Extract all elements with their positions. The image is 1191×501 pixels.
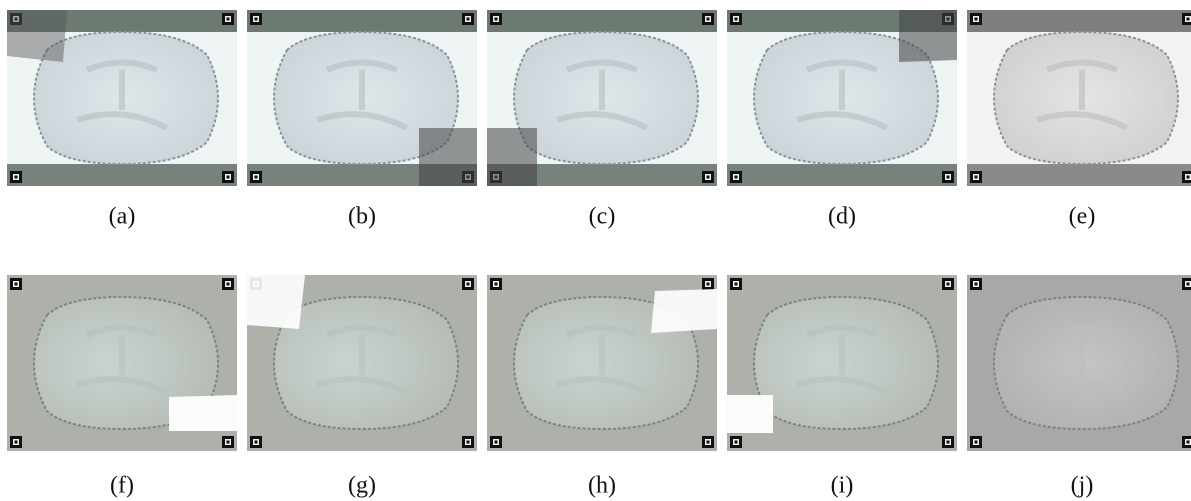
panel-image xyxy=(247,275,477,451)
bottom-band xyxy=(967,164,1191,186)
face xyxy=(513,30,699,166)
marker-core xyxy=(466,282,470,286)
face xyxy=(33,30,219,166)
top-band xyxy=(247,10,477,32)
marker-core xyxy=(466,440,470,444)
top-band xyxy=(487,10,717,32)
top-band xyxy=(7,10,237,32)
marker-core xyxy=(1186,282,1190,286)
face xyxy=(993,30,1179,166)
marker-core xyxy=(1186,175,1190,179)
marker-core xyxy=(734,282,738,286)
marker-core xyxy=(226,282,230,286)
face-feature xyxy=(796,59,889,131)
bottom-band xyxy=(7,164,237,186)
caption: (j) xyxy=(1071,473,1094,499)
panel-image xyxy=(7,10,237,186)
face xyxy=(753,30,939,166)
marker-core xyxy=(706,175,710,179)
marker-core xyxy=(254,175,258,179)
caption: (g) xyxy=(348,473,376,499)
face-feature xyxy=(76,324,169,396)
marker-core xyxy=(14,282,18,286)
panel-image xyxy=(727,275,957,451)
marker-core xyxy=(1186,440,1190,444)
caption: (i) xyxy=(831,473,854,499)
overlay-patch xyxy=(419,128,477,186)
face xyxy=(993,295,1179,431)
marker-core xyxy=(706,17,710,21)
marker-core xyxy=(946,282,950,286)
face-feature xyxy=(796,324,889,396)
marker-core xyxy=(946,175,950,179)
face-feature xyxy=(316,324,409,396)
overlay-patch xyxy=(727,395,773,433)
marker-core xyxy=(706,282,710,286)
overlay-patch xyxy=(487,128,537,186)
marker-core xyxy=(974,440,978,444)
overlay-patch xyxy=(899,10,957,62)
marker-core xyxy=(254,17,258,21)
panel-image xyxy=(967,275,1191,451)
marker-core xyxy=(974,17,978,21)
panel-image xyxy=(7,275,237,451)
marker-core xyxy=(14,175,18,179)
marker-core xyxy=(494,440,498,444)
face-feature xyxy=(1036,324,1129,396)
marker-core xyxy=(734,440,738,444)
overlay-patch xyxy=(651,289,717,333)
face xyxy=(753,295,939,431)
marker-core xyxy=(14,440,18,444)
caption: (b) xyxy=(348,204,376,230)
marker-core xyxy=(734,175,738,179)
marker-core xyxy=(974,282,978,286)
panel-image xyxy=(487,275,717,451)
panel-image xyxy=(487,10,717,186)
marker-core xyxy=(494,17,498,21)
marker-core xyxy=(974,175,978,179)
face-feature xyxy=(316,59,409,131)
face-feature xyxy=(556,59,649,131)
marker-core xyxy=(14,17,18,21)
marker-core xyxy=(226,175,230,179)
face xyxy=(273,30,459,166)
top-band xyxy=(967,10,1191,32)
marker-core xyxy=(226,440,230,444)
panel-image xyxy=(967,10,1191,186)
marker-core xyxy=(494,282,498,286)
marker-core xyxy=(254,440,258,444)
face-feature xyxy=(556,324,649,396)
marker-core xyxy=(226,17,230,21)
panel-image xyxy=(727,10,957,186)
caption: (e) xyxy=(1069,204,1096,230)
marker-core xyxy=(946,440,950,444)
marker-core xyxy=(1186,17,1190,21)
caption: (a) xyxy=(109,204,136,230)
overlay-patch xyxy=(247,275,305,329)
face-feature xyxy=(76,59,169,131)
overlay-patch xyxy=(7,10,67,62)
bottom-band xyxy=(487,164,717,186)
caption: (h) xyxy=(588,473,616,499)
face-feature xyxy=(1036,59,1129,131)
bottom-band xyxy=(727,164,957,186)
overlay-patch xyxy=(169,395,237,431)
marker-core xyxy=(706,440,710,444)
face xyxy=(33,295,219,431)
caption: (c) xyxy=(589,204,616,230)
face xyxy=(273,295,459,431)
panel-image xyxy=(247,10,477,186)
caption: (d) xyxy=(828,204,856,230)
caption: (f) xyxy=(110,473,134,499)
marker-core xyxy=(466,17,470,21)
marker-core xyxy=(734,17,738,21)
